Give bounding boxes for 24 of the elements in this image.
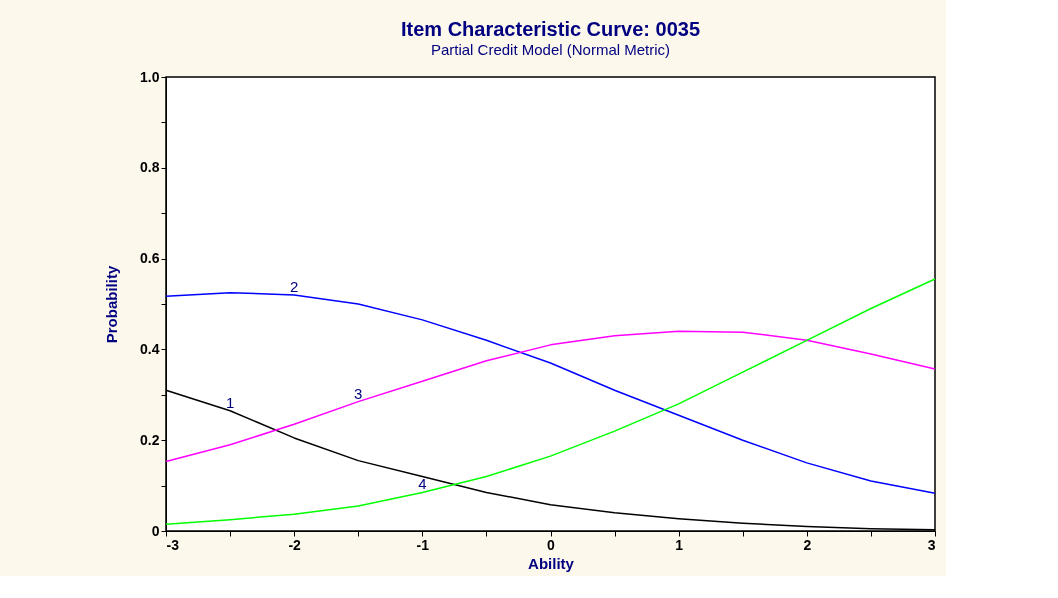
y-tick-label: 0.2 (140, 431, 160, 448)
line-series (165, 330, 936, 463)
annotation: 2 (289, 277, 299, 295)
line-series (165, 278, 936, 525)
y-tick-label: 0.8 (140, 159, 160, 176)
y-tick-label: 0.6 (140, 250, 160, 267)
y-tick-label: 0 (151, 522, 160, 539)
annotation: 1 (225, 393, 235, 411)
line-series (165, 291, 936, 495)
x-tick-label: 2 (803, 536, 812, 553)
x-tick-label: -2 (288, 536, 302, 553)
chart-subtitle: Partial Credit Model (Normal Metric) (430, 41, 671, 58)
x-tick-label: 1 (675, 536, 684, 553)
annotation: 3 (354, 384, 363, 402)
y-axis-title: Probability (103, 265, 121, 344)
x-tick-label: -1 (416, 536, 430, 553)
chart-title: Item Characteristic Curve: 0035 (400, 18, 701, 40)
x-tick-label: 0 (547, 536, 556, 553)
y-tick-label: 1.0 (140, 68, 160, 85)
x-tick-label: -3 (166, 536, 180, 553)
annotation: 4 (418, 475, 427, 493)
y-tick-label: 0.4 (140, 340, 160, 357)
x-tick-label: 3 (927, 536, 936, 553)
x-axis-title: Ability (528, 554, 575, 572)
